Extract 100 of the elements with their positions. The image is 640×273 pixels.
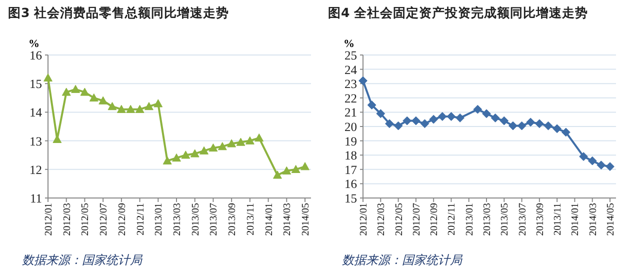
x-tick-label: 2013/01 <box>464 203 476 236</box>
point <box>291 164 300 174</box>
y-tick-label: 20 <box>344 120 357 134</box>
y-tick-label: 23 <box>344 77 357 92</box>
point <box>508 121 518 130</box>
x-tick-label: 2014/01 <box>264 203 275 236</box>
x-tick-label: 2014/05 <box>606 203 616 236</box>
x-tick-label: 2014/05 <box>300 203 312 236</box>
y-tick-label: 14 <box>30 106 43 120</box>
point <box>544 121 553 130</box>
y-tick-label: 17 <box>344 162 357 177</box>
x-tick-label: 2012/03 <box>376 203 388 236</box>
point <box>44 73 52 82</box>
point <box>473 104 482 114</box>
point <box>98 96 108 104</box>
x-tick-label: 2014/01 <box>570 203 582 236</box>
point <box>420 119 430 128</box>
y-tick-label: 21 <box>344 106 357 120</box>
chart-title: 图4 全社会固定资产投资完成额同比增速走势 <box>328 5 588 20</box>
x-tick-label: 2013/01 <box>154 203 165 236</box>
x-tick-label: 2012/11 <box>446 203 458 236</box>
point <box>71 84 80 93</box>
point <box>456 113 464 122</box>
point <box>144 102 154 110</box>
point <box>394 121 403 130</box>
x-tick-label: 2013/09 <box>227 203 238 236</box>
x-tick-label: 2012/01 <box>358 203 370 236</box>
point <box>490 113 500 122</box>
point <box>126 104 136 113</box>
point <box>482 109 491 118</box>
x-tick-label: 2014/03 <box>282 203 294 236</box>
point <box>108 102 117 110</box>
point <box>385 119 394 128</box>
x-tick-label: 2013/11 <box>552 203 564 236</box>
point <box>273 170 282 179</box>
point <box>245 136 254 144</box>
y-tick-label: 15 <box>344 192 357 206</box>
point <box>116 104 126 113</box>
point <box>162 156 172 164</box>
point <box>300 162 310 170</box>
point <box>500 116 509 126</box>
point <box>429 114 438 124</box>
y-axis-title: % <box>344 38 354 50</box>
point <box>358 76 368 86</box>
point <box>402 116 412 126</box>
point <box>172 154 181 162</box>
x-tick-label: 2013/05 <box>500 203 511 236</box>
y-tick-label: 12 <box>30 162 42 177</box>
y-tick-label: 15 <box>30 77 42 92</box>
x-tick-label: 2012/05 <box>394 203 405 236</box>
point <box>438 112 447 121</box>
y-tick-label: 24 <box>344 62 358 77</box>
point <box>517 121 526 130</box>
point <box>526 118 536 127</box>
x-tick-label: 2013/07 <box>517 203 528 236</box>
x-tick-label: 2013/03 <box>172 203 183 236</box>
y-tick-label: 25 <box>344 48 357 62</box>
point <box>208 144 218 152</box>
x-tick-label: 2014/03 <box>588 203 599 236</box>
y-tick-label: 22 <box>344 91 357 106</box>
y-tick-label: 11 <box>30 192 42 206</box>
point <box>254 133 264 142</box>
point <box>552 124 562 134</box>
point <box>227 139 236 148</box>
point <box>190 149 200 158</box>
chart-title: 图3 社会消费品零售总额同比增速走势 <box>8 5 230 20</box>
point <box>606 162 614 171</box>
x-tick-label: 2013/09 <box>534 203 546 236</box>
point <box>181 150 190 159</box>
point <box>534 119 544 128</box>
y-tick-label: 16 <box>344 177 357 192</box>
point <box>282 166 292 174</box>
x-tick-label: 2013/07 <box>208 203 220 236</box>
point <box>80 88 90 96</box>
point <box>596 160 606 170</box>
x-tick-label: 2013/05 <box>190 203 202 236</box>
point <box>200 146 208 154</box>
point <box>154 99 163 108</box>
y-tick-label: 18 <box>344 148 357 163</box>
point <box>579 152 588 161</box>
point <box>376 109 386 118</box>
y-tick-label: 16 <box>30 48 42 62</box>
x-tick-label: 2012/11 <box>135 203 146 236</box>
x-tick-label: 2012/05 <box>80 203 92 236</box>
y-tick-label: 13 <box>30 134 42 148</box>
y-tick-label: 19 <box>344 134 357 148</box>
x-tick-label: 2012/07 <box>411 203 422 236</box>
point <box>588 156 597 166</box>
x-tick-label: 2012/03 <box>62 203 73 236</box>
x-tick-label: 2012/09 <box>116 203 128 236</box>
point <box>135 104 144 113</box>
point <box>411 116 420 126</box>
source-note: 数据来源：国家统计局 <box>22 253 143 267</box>
x-tick-label: 2012/07 <box>98 203 110 236</box>
point <box>218 142 227 150</box>
x-tick-label: 2013/03 <box>482 203 493 236</box>
point <box>89 93 98 102</box>
point <box>236 138 246 146</box>
x-tick-label: 2012/01 <box>44 203 54 236</box>
source-note: 数据来源：国家统计局 <box>342 253 463 267</box>
